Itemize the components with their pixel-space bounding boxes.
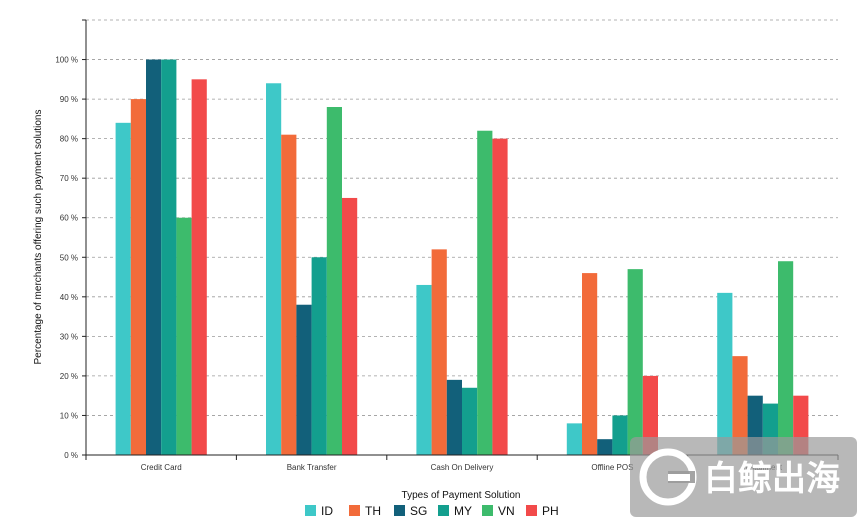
bar-sg-credit-card [146, 59, 162, 455]
bar-sg-cash-on-delivery [446, 379, 462, 455]
bar-vn-bank-transfer [326, 107, 342, 455]
bar-sg-bank-transfer [296, 304, 312, 455]
x-tick-label: Cash On Delivery [431, 463, 494, 472]
legend-item-sg: SG [394, 504, 427, 518]
bar-th-credit-card [130, 99, 146, 455]
watermark: 白鲸出海 [630, 437, 857, 517]
y-tick-label: 20 % [60, 372, 78, 381]
bar-th-installment [732, 356, 748, 455]
legend-label: ID [321, 504, 333, 518]
g-logo-icon [639, 448, 697, 506]
legend-swatch [305, 505, 316, 516]
y-tick-label: 40 % [60, 293, 78, 302]
bar-ph-bank-transfer [342, 197, 358, 456]
bar-my-cash-on-delivery [462, 387, 478, 455]
bar-vn-offline-pos [627, 269, 643, 455]
legend-item-my: MY [438, 504, 472, 518]
bar-id-installment [717, 292, 733, 455]
y-tick-label: 50 % [60, 253, 78, 262]
y-tick-label: 100 % [55, 56, 78, 65]
y-axis-title: Percentage of merchants offering such pa… [33, 110, 44, 365]
bar-id-bank-transfer [266, 83, 282, 455]
y-tick-label: 90 % [60, 95, 78, 104]
legend-swatch [349, 505, 360, 516]
y-tick-label: 0 % [64, 451, 78, 460]
legend-item-th: TH [349, 504, 381, 518]
legend-item-vn: VN [482, 504, 515, 518]
gridlines [86, 19, 838, 416]
bar-th-bank-transfer [281, 134, 297, 455]
bar-id-cash-on-delivery [416, 284, 432, 455]
legend-swatch [482, 505, 493, 516]
y-tick-label: 30 % [60, 332, 78, 341]
x-tick-label: Offline POS [591, 463, 633, 472]
bar-vn-installment [778, 261, 794, 455]
x-axis-title: Types of Payment Solution [402, 490, 521, 501]
y-tick-label: 10 % [60, 411, 78, 420]
watermark-text: 白鲸出海 [704, 459, 840, 499]
bar-ph-credit-card [191, 79, 207, 456]
legend-swatch [526, 505, 537, 516]
bar-my-offline-pos [612, 415, 628, 455]
bar-ph-cash-on-delivery [492, 138, 508, 456]
bar-vn-cash-on-delivery [477, 130, 493, 455]
bar-sg-offline-pos [597, 439, 613, 455]
y-tick-label: 70 % [60, 174, 78, 183]
legend-swatch [394, 505, 405, 516]
bar-vn-credit-card [176, 217, 192, 455]
legend: ID TH SG MY VN PH [305, 504, 559, 518]
legend-label: VN [498, 504, 515, 518]
legend-item-ph: PH [526, 504, 559, 518]
bar-my-bank-transfer [311, 257, 327, 455]
legend-label: MY [454, 504, 472, 518]
bar-th-cash-on-delivery [431, 249, 447, 455]
legend-label: PH [542, 504, 559, 518]
bar-id-offline-pos [566, 423, 582, 455]
x-tick-label: Bank Transfer [287, 463, 337, 472]
legend-item-id: ID [305, 504, 333, 518]
bar-id-credit-card [115, 122, 131, 456]
y-tick-label: 80 % [60, 135, 78, 144]
bars [115, 59, 809, 456]
bar-my-credit-card [161, 59, 177, 455]
legend-swatch [438, 505, 449, 516]
bar-th-offline-pos [582, 273, 598, 455]
legend-label: TH [365, 504, 381, 518]
legend-label: SG [410, 504, 427, 518]
bar-ph-offline-pos [642, 375, 658, 455]
x-tick-label: Credit Card [141, 463, 182, 472]
y-tick-label: 60 % [60, 214, 78, 223]
